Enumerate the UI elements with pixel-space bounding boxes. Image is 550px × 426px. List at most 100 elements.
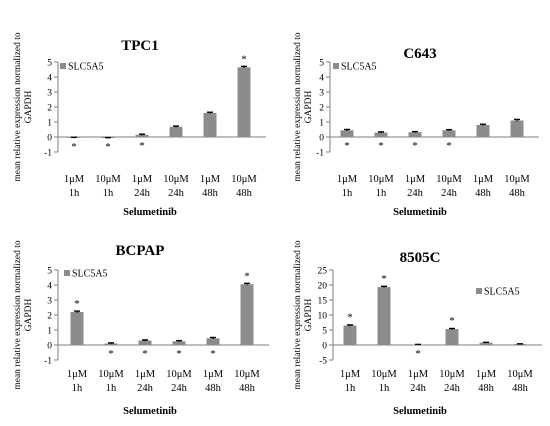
significance-star: * (105, 141, 111, 153)
y-axis-label: mean relative expression normalized toGA… (13, 32, 34, 182)
significance-star: * (244, 270, 250, 282)
significance-star: * (210, 348, 216, 360)
legend-label: SLC5A5 (484, 287, 520, 298)
x-category-label: 24h (168, 188, 185, 199)
x-category-label: 1μM (340, 369, 361, 380)
y-axis-label-line: mean relative expression normalized to (13, 240, 23, 390)
y-tick-label: 0 (47, 342, 52, 352)
chart-title: BCPAP (116, 243, 165, 259)
x-category-label: 1μM (473, 174, 494, 185)
y-tick-label: 5 (47, 267, 52, 277)
x-category-label: 1μM (337, 174, 358, 185)
y-tick-label: -1 (316, 149, 324, 159)
significance-star: * (446, 140, 452, 152)
y-tick-label: 0 (47, 134, 52, 144)
x-category-label: 10μM (507, 369, 533, 380)
bar (411, 344, 425, 346)
x-category-label: 1μM (408, 369, 429, 380)
y-tick-label: 2 (319, 104, 324, 114)
bar (479, 342, 493, 345)
y-tick-label: 1 (47, 119, 52, 129)
chart-panel-3: BCPAP mean relative expression normalized… (13, 240, 269, 417)
chart-title: C643 (403, 46, 436, 62)
x-category-label: 24h (137, 383, 154, 394)
x-category-label: 1h (379, 383, 390, 394)
y-tick-label: -1 (44, 357, 52, 367)
y-tick-label: -5 (319, 357, 327, 367)
legend-label: SLC5A5 (72, 269, 108, 280)
y-tick-label: 5 (322, 327, 327, 337)
y-tick-label: -1 (44, 149, 52, 159)
x-category-label: 10μM (234, 369, 260, 380)
x-axis-label: Selumetinib (123, 406, 177, 417)
bar (135, 134, 149, 137)
legend-swatch (64, 270, 70, 276)
significance-star: * (415, 348, 421, 360)
x-category-label: 24h (444, 383, 461, 394)
y-tick-label: 5 (319, 59, 324, 69)
y-axis-label-line: GAPDH (24, 91, 34, 124)
x-category-label: 1μM (405, 174, 426, 185)
x-category-label: 48h (512, 383, 529, 394)
x-category-label: 1μM (132, 174, 153, 185)
legend-swatch (60, 63, 66, 69)
x-category-label: 10μM (163, 174, 189, 185)
bar (70, 312, 84, 345)
y-axis-label-line: mean relative expression normalized to (293, 32, 303, 182)
significance-star: * (74, 298, 80, 310)
chart-title: 8505C (400, 250, 441, 266)
significance-star: * (139, 140, 145, 152)
x-category-label: 48h (202, 188, 219, 199)
bar (206, 338, 220, 345)
x-category-label: 10μM (166, 369, 192, 380)
y-axis-label-line: GAPDH (304, 299, 314, 332)
x-category-label: 10μM (231, 174, 257, 185)
x-category-label: 24h (407, 188, 424, 199)
legend-label: SLC5A5 (341, 62, 377, 73)
x-category-label: 48h (509, 188, 526, 199)
y-axis-label: mean relative expression normalized toGA… (293, 240, 314, 390)
bar (374, 132, 388, 137)
y-tick-label: 20 (318, 282, 328, 292)
y-tick-label: 1 (319, 119, 324, 129)
bar (169, 126, 183, 137)
x-category-label: 1μM (67, 369, 88, 380)
significance-star: * (142, 348, 148, 360)
bar (172, 341, 186, 345)
chart-title: TPC1 (121, 38, 159, 54)
y-tick-label: 4 (319, 74, 324, 84)
x-category-label: 48h (475, 188, 492, 199)
y-tick-label: 1 (47, 327, 52, 337)
y-axis-label-line: GAPDH (304, 91, 314, 124)
bar (442, 130, 456, 137)
x-category-label: 24h (171, 383, 188, 394)
x-category-label: 48h (239, 383, 256, 394)
bar (340, 130, 354, 137)
y-tick-label: 4 (47, 74, 52, 84)
y-tick-label: 5 (47, 59, 52, 69)
legend-swatch (476, 288, 482, 294)
x-category-label: 48h (236, 188, 253, 199)
bar (408, 132, 422, 137)
bar (138, 340, 152, 345)
significance-star: * (449, 315, 455, 327)
y-axis-label: mean relative expression normalized toGA… (293, 32, 314, 182)
bar (343, 325, 357, 345)
x-category-label: 1μM (200, 174, 221, 185)
bar (240, 284, 254, 345)
y-tick-label: 2 (47, 104, 52, 114)
x-axis-label: Selumetinib (393, 207, 447, 218)
x-axis-label: Selumetinib (393, 406, 447, 417)
y-tick-label: 3 (47, 297, 52, 307)
x-category-label: 10μM (504, 174, 530, 185)
y-axis-label-line: GAPDH (24, 299, 34, 332)
significance-star: * (381, 273, 387, 285)
significance-star: * (344, 140, 350, 152)
x-category-label: 1h (103, 188, 114, 199)
significance-star: * (108, 348, 114, 360)
x-category-label: 1h (342, 188, 353, 199)
legend-label: SLC5A5 (68, 62, 104, 73)
x-category-label: 1h (376, 188, 387, 199)
x-category-label: 24h (410, 383, 427, 394)
